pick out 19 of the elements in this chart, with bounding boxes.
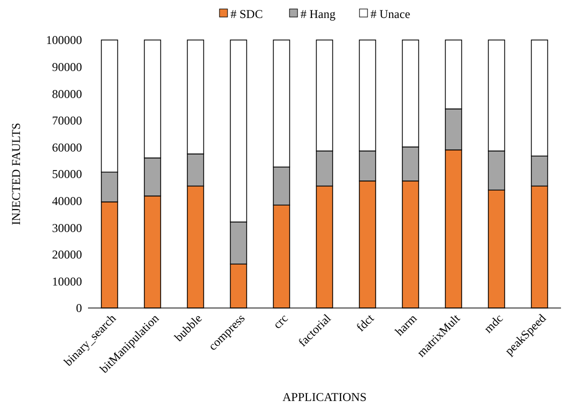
y-tick-label: 20000 xyxy=(52,248,82,262)
y-tick-label: 70000 xyxy=(52,114,82,128)
legend-label: # Unace xyxy=(370,7,410,22)
y-tick-label: 100000 xyxy=(46,33,82,48)
y-axis-title: INJECTED FAULTS xyxy=(9,122,23,226)
legend-label: # Hang xyxy=(300,7,336,22)
y-tick-label: 50000 xyxy=(52,167,82,182)
x-tick-label: fdct xyxy=(354,310,378,334)
y-tick-label: 30000 xyxy=(52,220,82,235)
x-tick-label: crc xyxy=(270,311,291,332)
legend-label: # SDC xyxy=(230,7,263,22)
y-tick-label: 0 xyxy=(76,301,82,316)
x-axis-title: APPLICATIONS xyxy=(282,390,367,404)
y-tick-label: 60000 xyxy=(52,140,82,154)
x-tick-label: mdc xyxy=(481,311,506,336)
y-tick-label: 10000 xyxy=(52,274,82,288)
y-tick-label: 40000 xyxy=(52,194,82,208)
y-tick-label: 80000 xyxy=(52,86,82,101)
y-tick-label: 90000 xyxy=(52,60,82,74)
